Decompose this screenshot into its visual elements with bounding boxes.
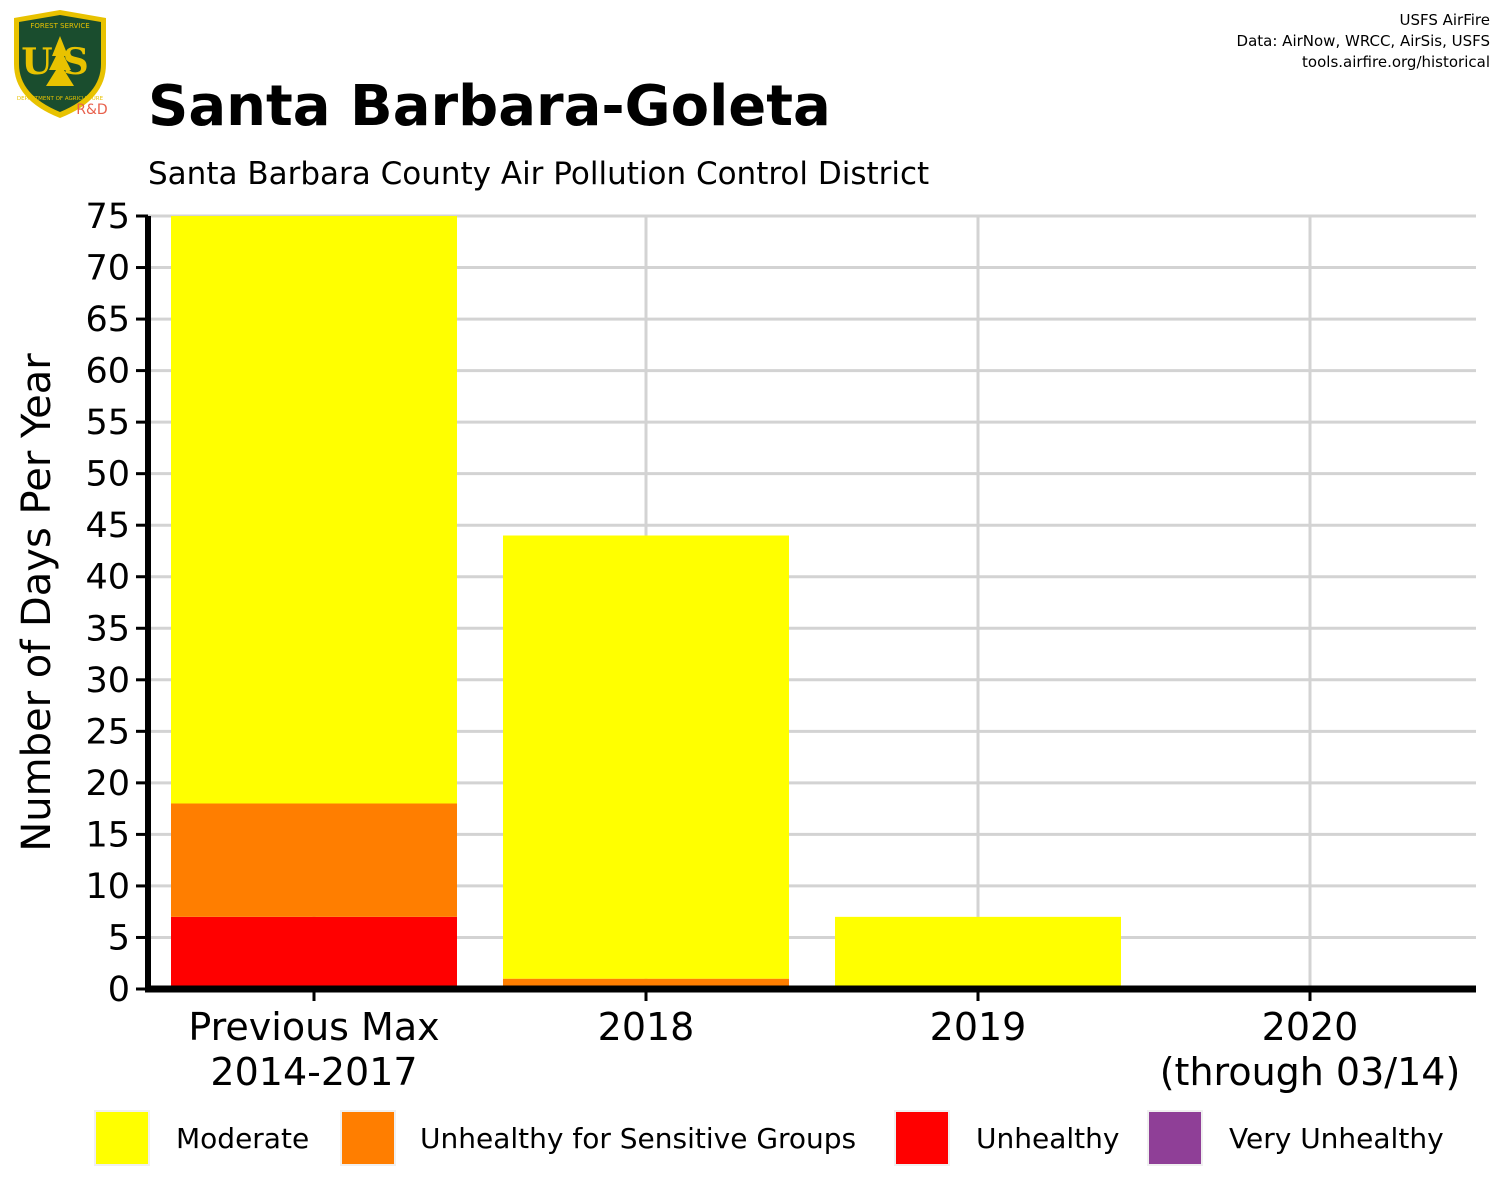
y-tick-label: 15 — [85, 815, 130, 855]
bar-segment — [171, 803, 457, 917]
y-tick-label: 25 — [85, 712, 130, 752]
x-tick-label: 2019 — [930, 1005, 1027, 1049]
legend-label: Unhealthy for Sensitive Groups — [420, 1122, 857, 1155]
y-tick-label: 20 — [85, 764, 130, 804]
y-tick-label: 5 — [108, 918, 130, 958]
y-tick-label: 30 — [85, 661, 130, 701]
legend-label: Moderate — [176, 1122, 310, 1155]
legend: Moderate Unhealthy for Sensitive Groups … — [0, 1108, 1500, 1174]
y-axis-label: Number of Days Per Year — [14, 353, 60, 852]
logo-top-text: FOREST SERVICE — [30, 22, 89, 30]
usfs-shield-icon: FOREST SERVICE US DEPARTMENT OF AGRICULT… — [8, 8, 112, 120]
y-tick-label: 10 — [85, 867, 130, 907]
y-tick-label: 70 — [85, 249, 130, 289]
bar-segment — [503, 978, 789, 989]
bar-segment — [171, 916, 457, 989]
y-tick-label: 50 — [85, 455, 130, 495]
legend-label: Very Unhealthy — [1229, 1122, 1444, 1155]
credits-line-3: tools.airfire.org/historical — [1302, 53, 1490, 71]
legend-swatch — [94, 1110, 150, 1166]
y-tick-label: 60 — [85, 352, 130, 392]
bar-segment — [503, 535, 789, 979]
y-tick-label: 45 — [85, 506, 130, 546]
legend-label: Unhealthy — [976, 1122, 1120, 1155]
credits-line-1: USFS AirFire — [1399, 11, 1490, 29]
bar-chart: 0 5 10 15 20 25 30 35 40 45 50 55 60 65 70 75 Previous M… — [14, 197, 1476, 1094]
y-tick-label: 40 — [85, 558, 130, 598]
y-tick-label: 65 — [85, 300, 130, 340]
tree-icon — [46, 36, 74, 86]
logo-badge: R&D — [76, 102, 107, 118]
y-tick-label: 35 — [85, 609, 130, 649]
x-tick-label: (through 03/14) — [1160, 1050, 1461, 1094]
x-tick-label: 2018 — [598, 1005, 695, 1049]
chart-title: Santa Barbara-Goleta — [148, 74, 831, 139]
legend-swatch — [340, 1110, 396, 1166]
x-tick-label: 2014-2017 — [210, 1050, 417, 1094]
y-tick-label: 55 — [85, 403, 130, 443]
legend-swatch — [1147, 1110, 1203, 1166]
bar-segment — [835, 916, 1121, 989]
chart-subtitle: Santa Barbara County Air Pollution Contr… — [148, 156, 930, 192]
credits: USFS AirFire Data: AirNow, WRCC, AirSis,… — [1237, 10, 1490, 73]
credits-line-2: Data: AirNow, WRCC, AirSis, USFS — [1236, 32, 1490, 50]
logo-bottom-text: DEPARTMENT OF AGRICULTURE — [17, 96, 104, 102]
y-tick-label: 75 — [85, 197, 130, 237]
bar-segment — [171, 216, 457, 804]
x-tick-label: Previous Max — [188, 1005, 439, 1049]
legend-swatch — [894, 1110, 950, 1166]
y-tick-label: 0 — [108, 970, 130, 1010]
x-tick-label: 2020 — [1262, 1005, 1359, 1049]
